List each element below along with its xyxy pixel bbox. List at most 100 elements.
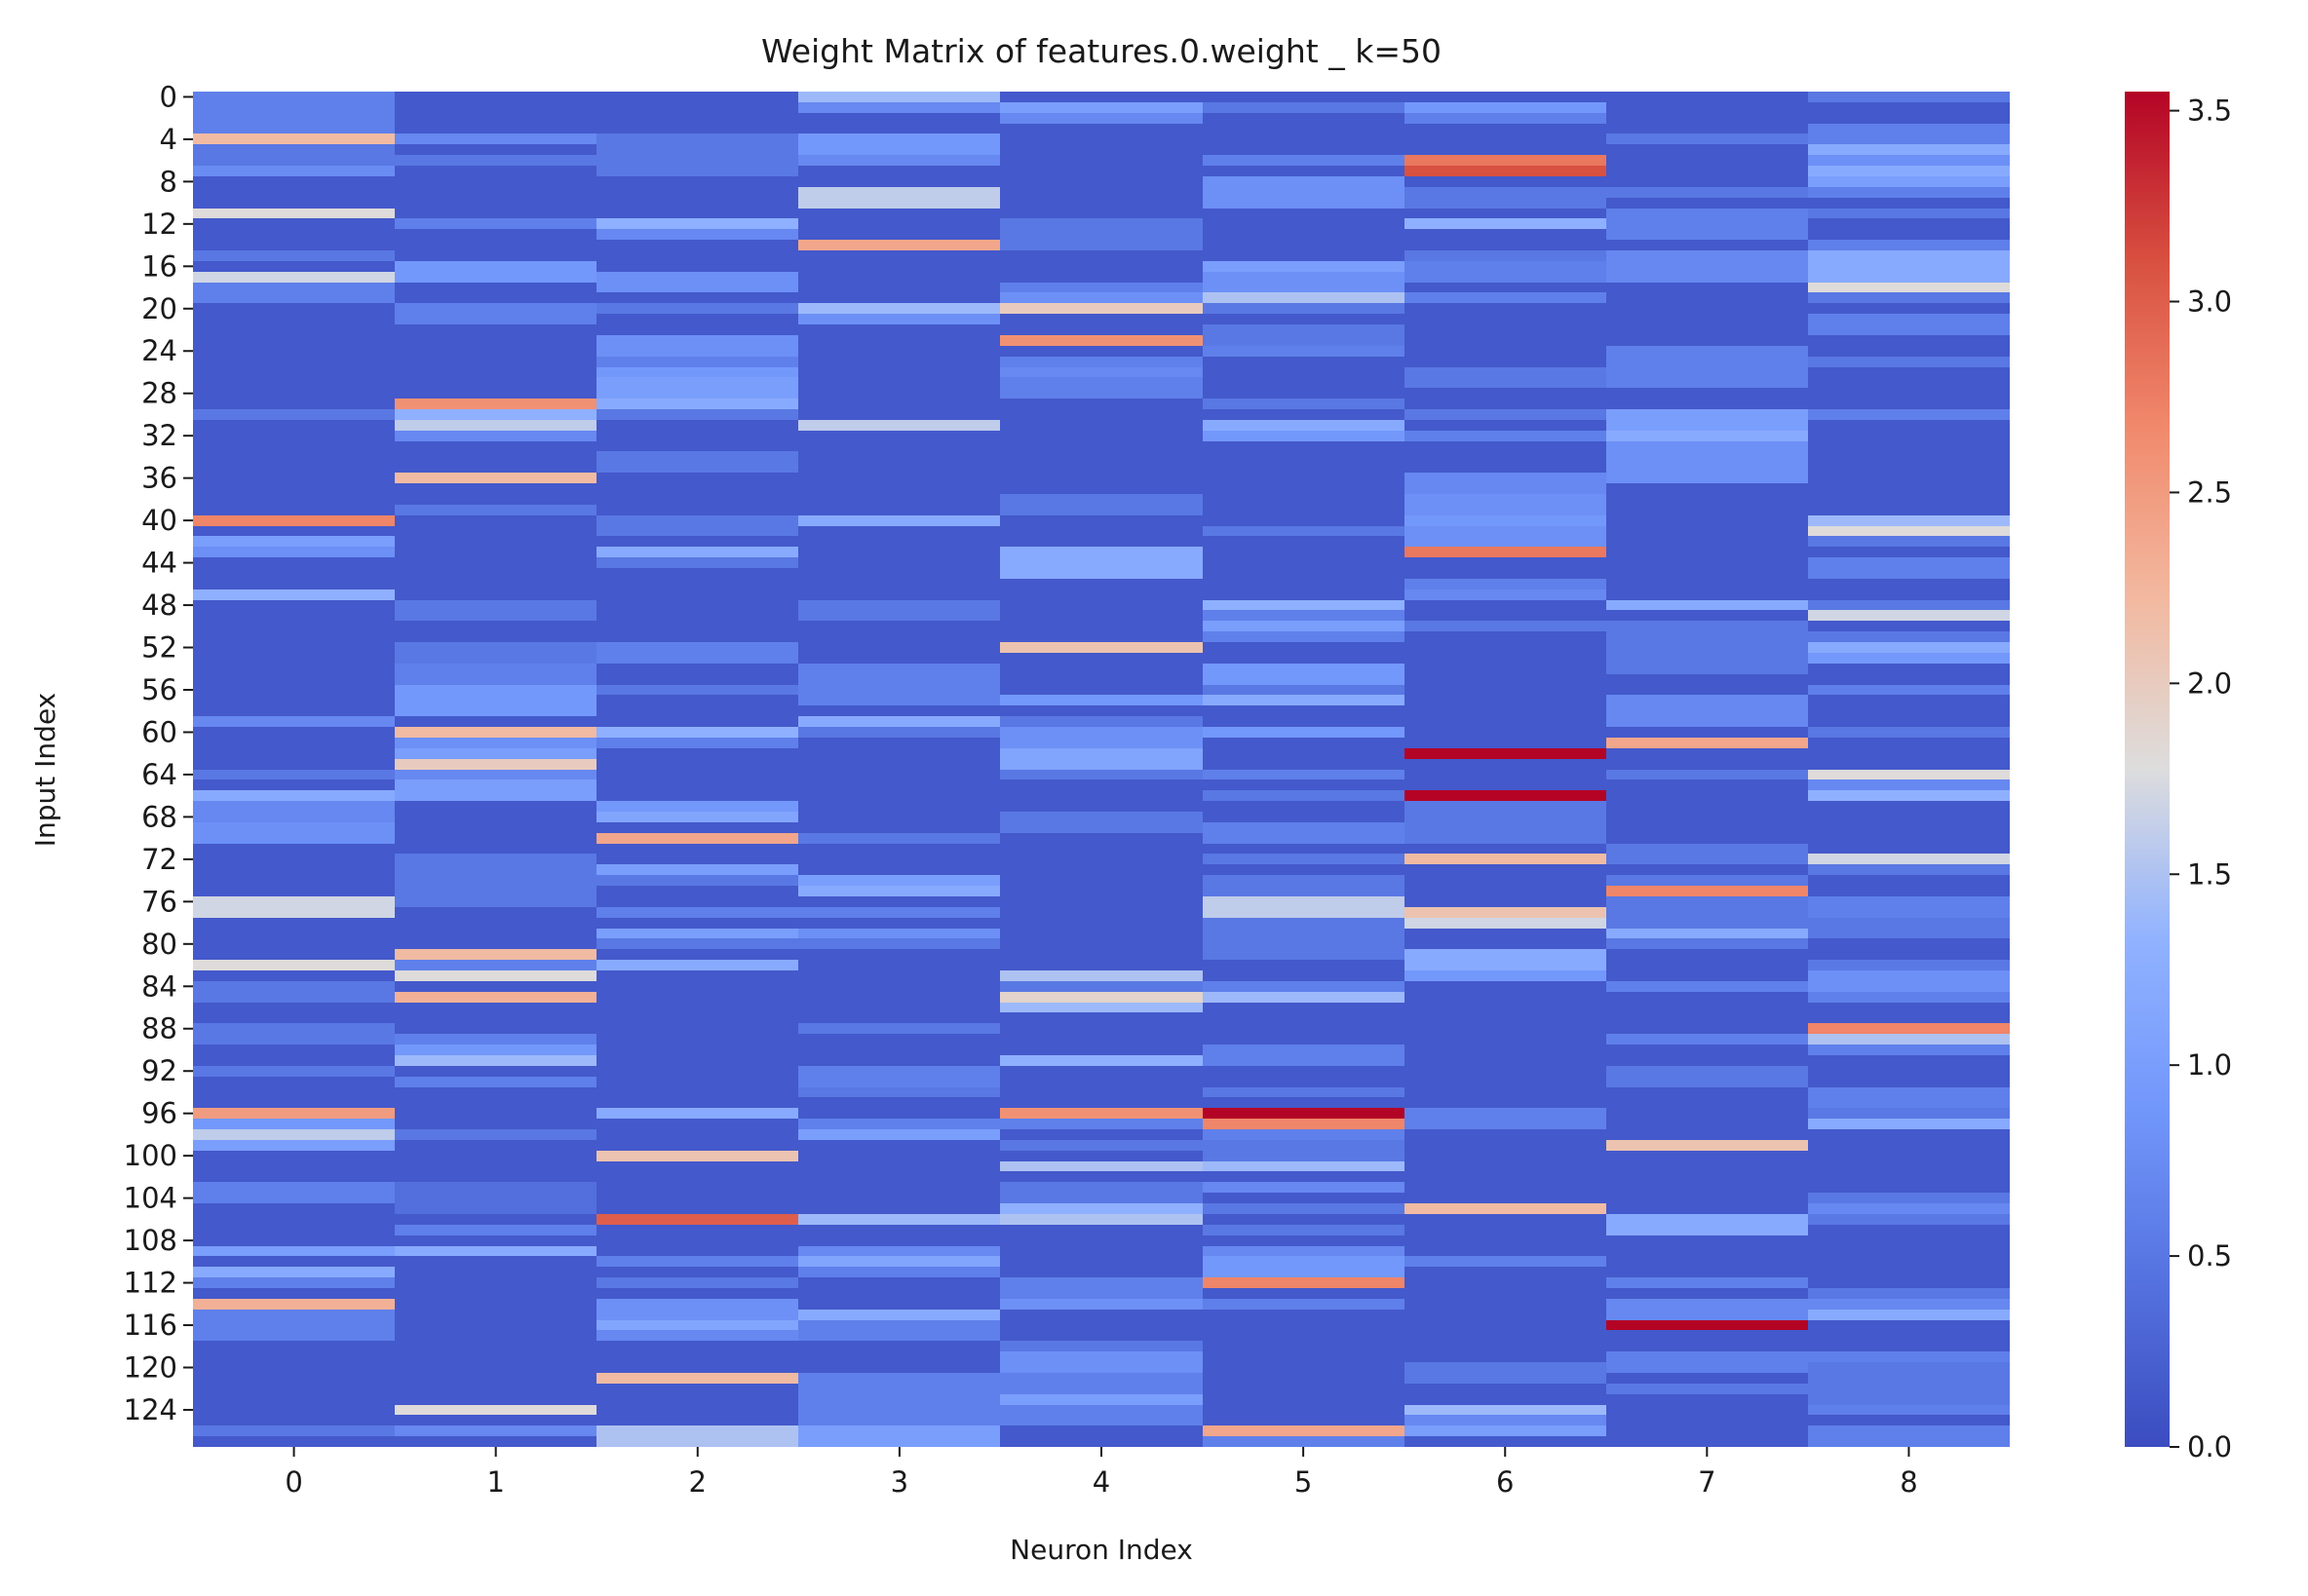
heatmap-cell: [1606, 441, 1808, 483]
heatmap-cell: [596, 240, 798, 272]
heatmap-cell: [1606, 727, 1808, 738]
heatmap-cell: [193, 600, 395, 716]
heatmap-cell: [1203, 822, 1404, 844]
heatmap-cell: [596, 303, 798, 314]
y-tick-label: 100: [124, 1139, 177, 1172]
heatmap-cell: [798, 1140, 1000, 1214]
heatmap-cell: [1203, 844, 1404, 854]
heatmap-cell: [1203, 875, 1404, 896]
heatmap-cell: [1000, 1299, 1203, 1310]
heatmap-cell: [596, 1214, 798, 1225]
y-tick-label: 8: [160, 165, 177, 198]
heatmap-cell: [395, 1087, 596, 1129]
heatmap-cell: [395, 1436, 596, 1447]
heatmap-cell: [1404, 844, 1606, 854]
heatmap-cell: [1808, 314, 2010, 335]
heatmap-cell: [395, 409, 596, 420]
heatmap-cell: [1404, 949, 1606, 970]
heatmap-cell: [1606, 1277, 1808, 1288]
heatmap-cell: [798, 600, 1000, 621]
heatmap-cell: [1808, 779, 2010, 790]
heatmap-cell: [1808, 970, 2010, 992]
heatmap-cell: [596, 536, 798, 547]
heatmap-cell: [1203, 1182, 1404, 1193]
heatmap-cell: [1203, 610, 1404, 621]
heatmap-cell: [193, 844, 395, 896]
heatmap-cell: [1808, 515, 2010, 526]
colorbar-tick-label: 0.0: [2187, 1430, 2232, 1463]
heatmap-cell: [1808, 854, 2010, 864]
heatmap-cell: [395, 431, 596, 441]
heatmap-cell: [596, 547, 798, 557]
heatmap-cell: [596, 1373, 798, 1384]
y-axis: 0481216202428323640444852566064687276808…: [124, 80, 193, 1426]
y-tick-label: 64: [141, 758, 177, 791]
heatmap-cell: [1404, 388, 1606, 409]
heatmap-cell: [395, 1405, 596, 1415]
heatmap-cell: [1404, 1214, 1606, 1256]
heatmap-cell: [1203, 303, 1404, 314]
heatmap-cell: [1808, 642, 2010, 653]
heatmap-cell: [1808, 1034, 2010, 1045]
heatmap-cell: [1203, 261, 1404, 272]
y-tick-label: 52: [141, 631, 177, 665]
heatmap-cell: [1000, 1066, 1203, 1108]
y-tick-label: 108: [124, 1224, 177, 1257]
heatmap-cell: [1404, 420, 1606, 431]
heatmap-cell: [193, 1299, 395, 1310]
heatmap-cell: [798, 1087, 1000, 1097]
x-tick-label: 1: [486, 1465, 504, 1499]
heatmap-cell: [1000, 283, 1203, 292]
heatmap-cell: [395, 970, 596, 981]
heatmap-cell: [1606, 1330, 1808, 1351]
heatmap-cell: [1404, 547, 1606, 557]
heatmap-cell: [395, 854, 596, 907]
y-tick-label: 112: [124, 1267, 177, 1300]
heatmap-cell: [193, 92, 395, 133]
heatmap-cell: [1606, 431, 1808, 441]
heatmap-cell: [1000, 642, 1203, 653]
heatmap-cell: [1000, 812, 1203, 833]
heatmap-cell: [1203, 409, 1404, 420]
heatmap-cell: [1000, 695, 1203, 705]
heatmap-cell: [395, 303, 596, 324]
heatmap-cell: [1203, 526, 1404, 536]
heatmap-cell: [1606, 981, 1808, 992]
heatmap-cell: [1000, 727, 1203, 748]
heatmap-cell: [798, 875, 1000, 886]
heatmap-cell: [596, 314, 798, 335]
heatmap-cell: [1203, 992, 1404, 1003]
heatmap-cell: [798, 1246, 1000, 1256]
heatmap-cell: [395, 1415, 596, 1425]
heatmap-cell: [596, 515, 798, 536]
x-tick-label: 6: [1496, 1465, 1514, 1499]
heatmap-cell: [798, 324, 1000, 420]
heatmap-cell: [395, 907, 596, 949]
heatmap-cell: [1404, 929, 1606, 949]
heatmap-cell: [596, 1108, 798, 1119]
heatmap-cell: [1203, 918, 1404, 960]
heatmap-cell: [1000, 970, 1203, 981]
heatmap-cell: [1808, 1362, 2010, 1405]
heatmap-cell: [395, 738, 596, 748]
heatmap-cell: [798, 1277, 1000, 1310]
heatmap-cell: [1606, 1373, 1808, 1384]
heatmap-cell: [1606, 198, 1808, 209]
x-axis: 0 1 2 3 4 5 6 7 8: [285, 1447, 1918, 1499]
heatmap-cell: [798, 949, 1000, 1023]
heatmap-cell: [1404, 92, 1606, 102]
heatmap-cell: [596, 812, 798, 822]
heatmap-cell: [395, 716, 596, 727]
heatmap-cell: [193, 1425, 395, 1436]
heatmap-cell: [1808, 864, 2010, 875]
y-tick-label: 4: [160, 123, 177, 156]
heatmap-cell: [1203, 1129, 1404, 1140]
heatmap-cell: [596, 1330, 798, 1341]
heatmap-cell: [1404, 1415, 1606, 1425]
y-tick-label: 80: [141, 928, 177, 961]
heatmap-cell: [395, 505, 596, 515]
heatmap-cell: [1606, 864, 1808, 875]
heatmap-cell: [1000, 748, 1203, 770]
heatmap-cell: [1606, 1384, 1808, 1394]
heatmap-cell: [798, 833, 1000, 844]
